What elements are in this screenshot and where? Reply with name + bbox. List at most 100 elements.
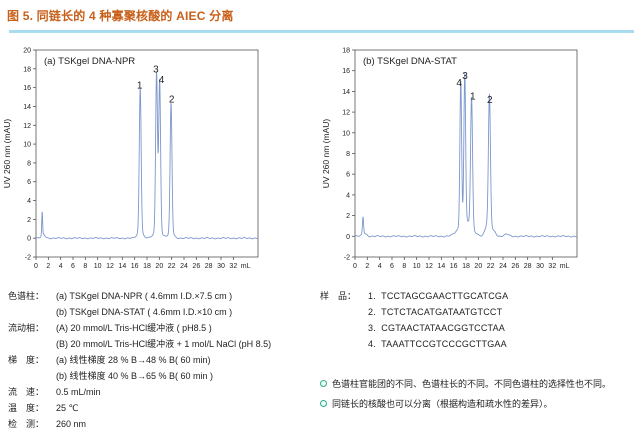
sample-sequence: 4. TAAATTCCGTCCCGCTTGAA xyxy=(368,339,507,349)
svg-text:28: 28 xyxy=(524,263,532,270)
condition-row: 色谱柱： (a) TSKgel DNA-NPR ( 4.6mm I.D.×7.5 … xyxy=(8,288,314,304)
svg-text:mL: mL xyxy=(241,263,251,270)
svg-text:20: 20 xyxy=(23,48,31,55)
sample-sequence: 2. TCTCTACATGATAATGTCCT xyxy=(368,307,503,317)
svg-text:16: 16 xyxy=(131,263,139,270)
svg-text:4: 4 xyxy=(456,78,462,89)
condition-label: 色谱柱： xyxy=(8,291,45,301)
svg-text:14: 14 xyxy=(23,104,31,111)
sample-sequence: 1. TCCTAGCGAACTTGCATCGA xyxy=(368,291,509,301)
svg-text:6: 6 xyxy=(27,179,31,186)
svg-text:30: 30 xyxy=(536,263,544,270)
svg-text:10: 10 xyxy=(342,130,350,137)
svg-text:-2: -2 xyxy=(344,255,350,262)
note-text: 色谱柱官能团的不同、色谱柱长的不同。不同色谱柱的选择性也不同。 xyxy=(332,379,612,389)
svg-text:26: 26 xyxy=(511,263,519,270)
condition-label: 流动相： xyxy=(8,323,45,333)
svg-text:(a) TSKgel DNA-NPR: (a) TSKgel DNA-NPR xyxy=(44,56,135,67)
note-item: 色谱柱官能团的不同、色谱柱长的不同。不同色谱柱的选择性也不同。 xyxy=(320,374,634,394)
condition-row: 梯 度： (a) 线性梯度 28 % B→48 % B( 60 min) xyxy=(8,352,314,368)
svg-text:14: 14 xyxy=(118,263,126,270)
svg-text:22: 22 xyxy=(487,263,495,270)
condition-row: 流 速： 0.5 mL/min xyxy=(8,384,314,400)
figure-title: 图 5. 同链长的 4 种寡聚核酸的 AIEC 分离 xyxy=(7,9,234,23)
svg-text:8: 8 xyxy=(83,263,87,270)
svg-text:26: 26 xyxy=(192,263,200,270)
condition-row: (B) 20 mmol/L Tris-HCl缓冲液 + 1 mol/L NaCl… xyxy=(8,336,314,352)
svg-text:14: 14 xyxy=(342,89,350,96)
svg-text:0: 0 xyxy=(34,263,38,270)
svg-text:3: 3 xyxy=(462,71,468,82)
condition-row: (b) TSKgel DNA-STAT ( 4.6mm I.D.×10 cm ) xyxy=(8,304,314,320)
svg-text:28: 28 xyxy=(205,263,213,270)
condition-value: (b) 线性梯度 40 % B→65 % B( 60 min ) xyxy=(56,371,214,381)
condition-label: 温 度： xyxy=(8,403,45,413)
condition-label xyxy=(8,368,56,384)
svg-text:mL: mL xyxy=(560,263,570,270)
svg-text:0: 0 xyxy=(353,263,357,270)
svg-text:4: 4 xyxy=(346,192,350,199)
svg-text:-2: -2 xyxy=(25,255,31,262)
svg-text:18: 18 xyxy=(462,263,470,270)
sample-row: 4. TAAATTCCGTCCCGCTTGAA xyxy=(320,336,634,352)
conditions-section: 色谱柱： (a) TSKgel DNA-NPR ( 4.6mm I.D.×7.5 … xyxy=(0,288,642,432)
condition-value: 260 nm xyxy=(56,419,87,429)
svg-text:4: 4 xyxy=(378,263,382,270)
sample-row: 3. CGTAACTATAACGGTCCTAA xyxy=(320,320,634,336)
condition-value: 0.5 mL/min xyxy=(56,387,101,397)
svg-text:24: 24 xyxy=(499,263,507,270)
note-bullet-icon xyxy=(320,380,327,387)
svg-text:2: 2 xyxy=(169,95,175,106)
svg-text:8: 8 xyxy=(27,160,31,167)
svg-text:4: 4 xyxy=(159,75,165,86)
svg-text:4: 4 xyxy=(27,198,31,205)
svg-text:10: 10 xyxy=(23,142,31,149)
condition-label: 梯 度： xyxy=(8,355,45,365)
svg-text:2: 2 xyxy=(365,263,369,270)
svg-text:20: 20 xyxy=(474,263,482,270)
svg-text:22: 22 xyxy=(168,263,176,270)
svg-text:24: 24 xyxy=(180,263,188,270)
svg-text:16: 16 xyxy=(23,85,31,92)
condition-row: 温 度： 25 ℃ xyxy=(8,400,314,416)
note-text: 同链长的核酸也可以分离（根据构造和疏水性的差异）。 xyxy=(332,399,553,409)
condition-label: 流 速： xyxy=(8,387,45,397)
svg-text:3: 3 xyxy=(153,65,159,76)
condition-value: (a) TSKgel DNA-NPR ( 4.6mm I.D.×7.5 cm ) xyxy=(56,291,233,301)
sample-row: 2. TCTCTACATGATAATGTCCT xyxy=(320,304,634,320)
condition-label xyxy=(8,304,56,320)
figure-header: 图 5. 同链长的 4 种寡聚核酸的 AIEC 分离 xyxy=(0,0,642,33)
svg-text:18: 18 xyxy=(342,48,350,55)
svg-text:6: 6 xyxy=(346,172,350,179)
svg-text:18: 18 xyxy=(23,66,31,73)
svg-text:12: 12 xyxy=(106,263,114,270)
svg-text:12: 12 xyxy=(23,123,31,130)
svg-text:16: 16 xyxy=(342,68,350,75)
svg-text:0: 0 xyxy=(27,236,31,243)
svg-text:12: 12 xyxy=(425,263,433,270)
sample-row: 样 品： 1. TCCTAGCGAACTTGCATCGA xyxy=(320,288,634,304)
svg-text:1: 1 xyxy=(137,81,143,92)
condition-value: (A) 20 mmol/L Tris-HCl缓冲液 ( pH8.5 ) xyxy=(56,323,212,333)
svg-text:6: 6 xyxy=(71,263,75,270)
svg-text:8: 8 xyxy=(346,151,350,158)
condition-label: 检 测： xyxy=(8,419,45,429)
svg-text:(b) TSKgel DNA-STAT: (b) TSKgel DNA-STAT xyxy=(363,56,457,67)
svg-text:0: 0 xyxy=(346,234,350,241)
svg-text:6: 6 xyxy=(390,263,394,270)
sample-sequence: 3. CGTAACTATAACGGTCCTAA xyxy=(368,323,505,333)
svg-text:2: 2 xyxy=(27,217,31,224)
condition-value: (a) 线性梯度 28 % B→48 % B( 60 min) xyxy=(56,355,211,365)
svg-text:12: 12 xyxy=(342,110,350,117)
condition-row: 检 测： 260 nm xyxy=(8,416,314,432)
svg-text:10: 10 xyxy=(94,263,102,270)
svg-text:2: 2 xyxy=(46,263,50,270)
condition-label xyxy=(8,336,56,352)
charts-row: -2 0 2 4 6 8 10 12 14 16 18 20 0 2 4 6 8 10 12 14 16 18 20 22 24… xyxy=(0,44,642,276)
svg-text:16: 16 xyxy=(450,263,458,270)
condition-row: 流动相： (A) 20 mmol/L Tris-HCl缓冲液 ( pH8.5 ) xyxy=(8,320,314,336)
samples-label: 样 品： xyxy=(320,291,357,301)
svg-text:14: 14 xyxy=(437,263,445,270)
condition-value: 25 ℃ xyxy=(56,403,79,413)
